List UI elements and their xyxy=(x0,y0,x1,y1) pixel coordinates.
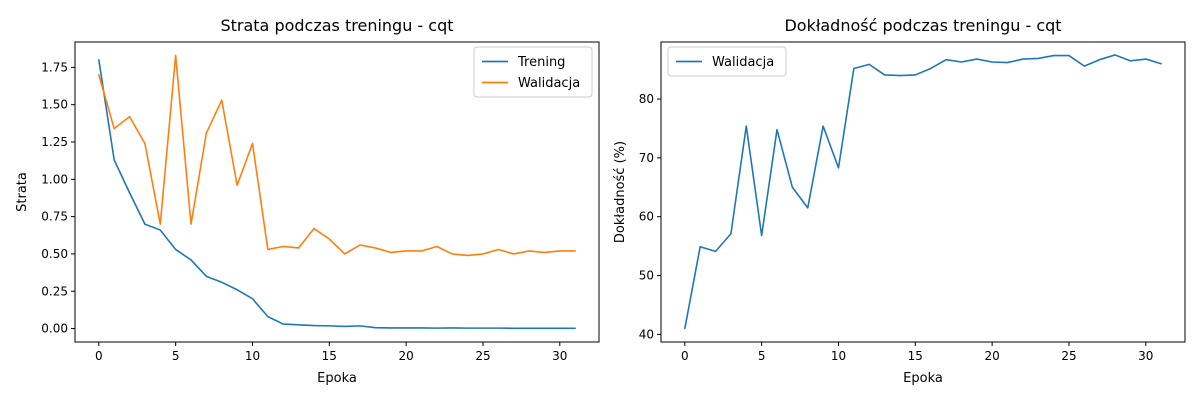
accuracy-chart-legend: Walidacja xyxy=(667,46,787,77)
loss-chart-xtick-label: 30 xyxy=(552,349,567,363)
loss-chart-legend-label: Walidacja xyxy=(518,76,580,91)
loss-chart-series-line-trening xyxy=(98,59,576,330)
loss-chart-xlabel: Epoka xyxy=(317,371,357,386)
accuracy-chart-xtick-label: 5 xyxy=(758,349,766,363)
loss-chart-xtick-label: 10 xyxy=(245,349,260,363)
accuracy-chart-ytick-label: 40 xyxy=(639,327,654,341)
loss-chart-ytick-label: 0.75 xyxy=(41,210,68,224)
accuracy-chart-ytick-label: 50 xyxy=(639,269,654,283)
accuracy-chart-xlabel: Epoka xyxy=(903,371,943,386)
loss-chart: Strata podczas treningu - cqt Epoka Stra… xyxy=(15,16,600,386)
accuracy-chart-series-line-walidacja xyxy=(684,54,1162,330)
accuracy-chart-ytick-label: 70 xyxy=(639,151,654,165)
accuracy-chart-lines xyxy=(684,54,1162,330)
loss-chart-xtick-label: 0 xyxy=(95,349,103,363)
loss-chart-ytick-label: 0.50 xyxy=(41,247,68,261)
loss-chart-xtick-label: 25 xyxy=(475,349,490,363)
accuracy-chart-xtick-label: 30 xyxy=(1138,349,1153,363)
loss-chart-xtick-label: 20 xyxy=(399,349,414,363)
accuracy-chart-xtick-label: 0 xyxy=(681,349,689,363)
loss-chart-ylabel: Strata xyxy=(15,172,30,212)
accuracy-chart-ylabel: Dokładność (%) xyxy=(613,141,628,243)
accuracy-chart-xtick-label: 25 xyxy=(1061,349,1076,363)
loss-chart-ytick-label: 1.75 xyxy=(41,60,68,74)
loss-chart-series-line-walidacja xyxy=(98,54,576,257)
loss-chart-xtick-label: 5 xyxy=(172,349,180,363)
accuracy-chart-title: Dokładność podczas treningu - cqt xyxy=(784,16,1061,35)
accuracy-chart-legend-label: Walidacja xyxy=(712,55,774,70)
accuracy-chart-frame xyxy=(660,41,1186,343)
loss-chart-frame xyxy=(74,41,600,343)
loss-chart-ytick-label: 0.00 xyxy=(41,322,68,336)
accuracy-chart-ticks: 0 5 10 15 20 25 30 40 50 60 70 80 xyxy=(639,92,1154,363)
loss-chart-lines xyxy=(98,54,576,330)
loss-chart-ytick-label: 0.25 xyxy=(41,284,68,298)
loss-chart-legend: Trening Walidacja xyxy=(473,46,593,98)
loss-chart-legend-box xyxy=(473,46,593,98)
loss-chart-legend-label: Trening xyxy=(517,55,565,70)
accuracy-chart-legend-box xyxy=(667,46,787,77)
accuracy-chart-xtick-label: 15 xyxy=(908,349,923,363)
loss-chart-ytick-label: 1.25 xyxy=(41,135,68,149)
loss-chart-ticks: 0 5 10 15 20 25 30 0.00 0.25 0.50 0.75 1.00 1.25 1.50… xyxy=(41,60,567,363)
accuracy-chart-xtick-label: 20 xyxy=(985,349,1000,363)
accuracy-chart-ytick-label: 60 xyxy=(639,210,654,224)
accuracy-chart-xtick-label: 10 xyxy=(831,349,846,363)
accuracy-chart: Dokładność podczas treningu - cqt Epoka … xyxy=(613,16,1186,386)
loss-chart-ytick-label: 1.50 xyxy=(41,98,68,112)
accuracy-chart-ytick-label: 80 xyxy=(639,92,654,106)
loss-chart-xtick-label: 15 xyxy=(322,349,337,363)
loss-chart-title: Strata podczas treningu - cqt xyxy=(220,16,453,35)
loss-chart-ytick-label: 1.00 xyxy=(41,172,68,186)
